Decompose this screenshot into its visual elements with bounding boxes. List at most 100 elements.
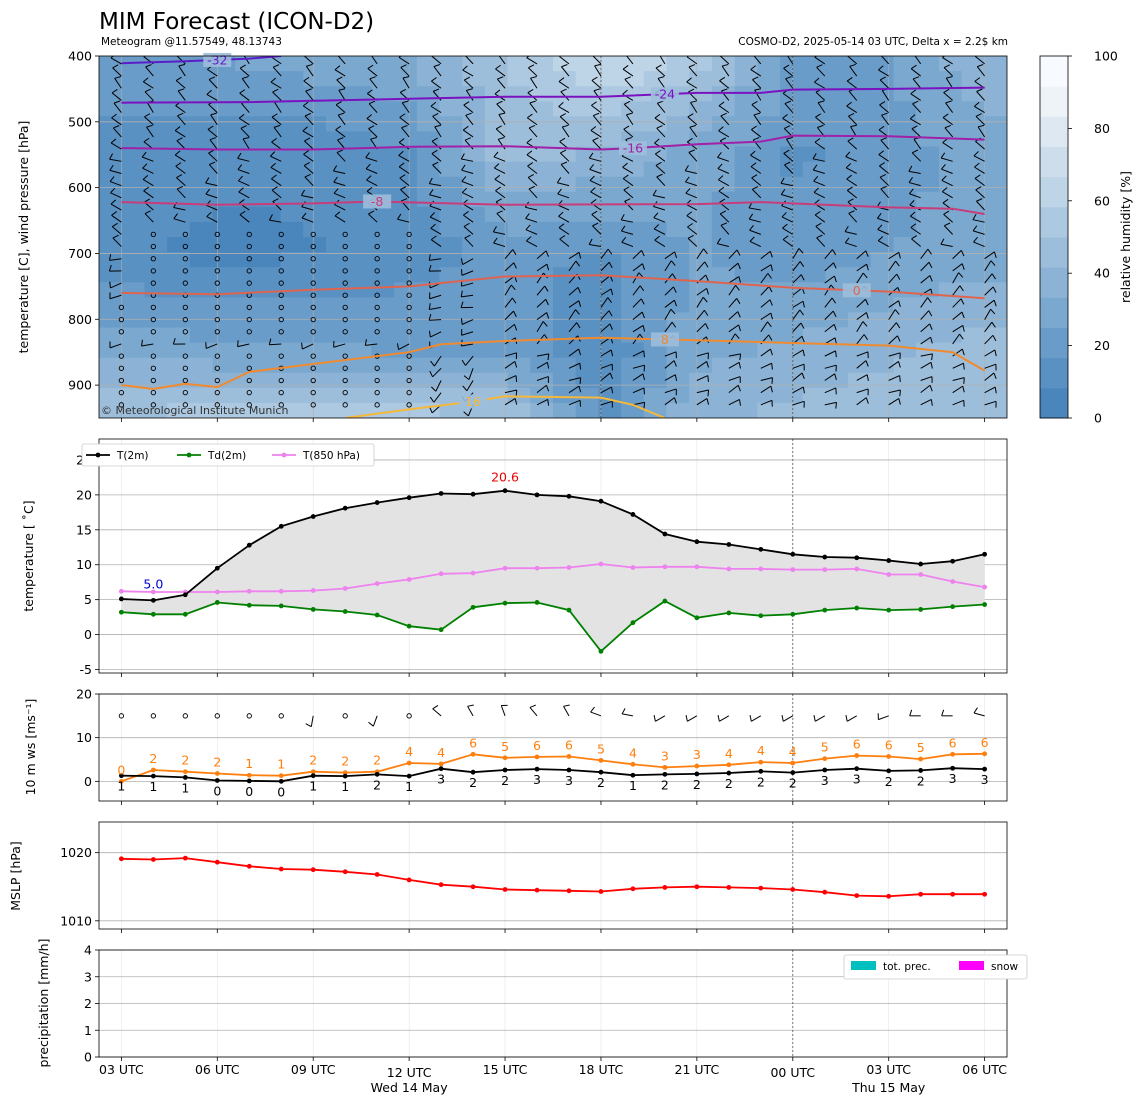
gust-label: 4	[725, 746, 733, 761]
humidity-cell	[212, 206, 236, 223]
humidity-cell	[643, 387, 668, 404]
wind-barb-shaft	[621, 155, 634, 162]
humidity-cell	[121, 56, 145, 72]
calm-marker	[310, 292, 316, 298]
wind-barb-shaft	[568, 362, 581, 369]
humidity-cell	[643, 402, 668, 418]
humidity-cell	[643, 161, 668, 178]
wind-barb-shaft	[466, 380, 474, 392]
gust-label: 5	[821, 740, 829, 755]
humidity-cell	[280, 71, 304, 87]
y-tick-label: 3	[84, 969, 92, 984]
wind-barb-flag	[205, 188, 211, 195]
calm-marker	[214, 316, 220, 323]
humidity-cell	[439, 206, 463, 223]
humidity-cell	[780, 176, 804, 193]
wind-barb-shaft	[242, 138, 250, 150]
humidity-cell	[802, 56, 826, 72]
y-tick-label: 4	[84, 943, 92, 958]
wind-barb-shaft	[760, 286, 770, 296]
humidity-cell	[893, 176, 917, 193]
wind-barb-flag	[577, 287, 581, 294]
wind-barb-flag	[845, 163, 852, 169]
wind-barb-shaft	[952, 285, 961, 296]
wind-barb-shaft	[209, 139, 218, 150]
wind-barb-flag	[303, 161, 310, 167]
temperature-series	[118, 488, 988, 654]
humidity-cell	[99, 402, 123, 418]
humidity-cell	[711, 221, 736, 238]
wind-barb-flag	[368, 100, 376, 105]
wind-barb-shaft	[303, 165, 314, 174]
wind-barb-flag	[831, 297, 837, 304]
humidity-cell	[825, 161, 849, 178]
wind-barb-shaft	[728, 285, 736, 296]
wind-barb-flag	[142, 163, 148, 169]
wind-barb-flag	[145, 64, 152, 68]
wind-barb-shaft	[496, 78, 506, 89]
humidity-cell	[938, 237, 963, 253]
humidity-cell	[575, 86, 599, 102]
wind-barb-flag	[460, 153, 465, 160]
figure-subtitle-right: COSMO-D2, 2025-05-14 03 UTC, Delta x = 2…	[738, 36, 1008, 48]
humidity-cell	[121, 297, 145, 313]
humidity-cell	[99, 387, 123, 404]
calm-marker	[182, 256, 188, 262]
wind-barb-flag	[993, 251, 997, 259]
wind-barb-flag	[460, 258, 464, 265]
humidity-cell	[893, 116, 917, 132]
wind-barb-flag	[625, 137, 632, 141]
wind-barb-shaft	[504, 398, 516, 406]
panel-frame	[98, 821, 1008, 930]
humidity-cell	[439, 297, 463, 313]
wind-barb-shaft	[525, 206, 538, 211]
wind-barb-shaft	[109, 181, 122, 187]
wind-barb-flag	[460, 290, 463, 298]
wind-barb-flag	[560, 149, 567, 154]
humidity-cell	[144, 402, 168, 418]
wind-barb-shaft	[792, 322, 802, 333]
humidity-cell	[121, 116, 145, 132]
wind-barb-flag	[545, 385, 550, 392]
colorbar-band	[1040, 86, 1068, 117]
wind-barb-flag	[579, 363, 582, 370]
wind-barb-flag	[737, 262, 741, 270]
humidity-cell	[916, 372, 940, 389]
humidity-cell	[961, 402, 985, 418]
humidity-cell	[643, 206, 668, 223]
wind-barb-shaft	[536, 312, 548, 321]
humidity-cell	[394, 71, 418, 87]
wind-barb-flag	[642, 263, 646, 270]
series-point	[918, 891, 924, 897]
wind-barb-flag	[111, 222, 118, 228]
wind-barb-flag	[303, 76, 310, 82]
wind-barb-shaft	[792, 372, 803, 381]
wind-barb-shaft	[462, 129, 474, 138]
series-point	[214, 778, 220, 783]
calm-marker	[310, 268, 316, 274]
humidity-cell	[189, 176, 214, 193]
wind-barb-shaft	[241, 78, 250, 89]
wind-barb-shaft	[879, 176, 890, 187]
humidity-cell	[99, 176, 123, 193]
wind-barb-shaft	[205, 343, 218, 349]
humidity-cell	[893, 237, 917, 253]
wind-barb-flag	[270, 77, 277, 83]
humidity-cell	[870, 312, 895, 329]
wind-barb-shaft	[783, 153, 794, 162]
wind-barb-flag	[685, 176, 690, 183]
wind-barb-shaft	[536, 285, 546, 296]
colorbar-frame	[1039, 55, 1069, 419]
wind-barb-flag	[144, 88, 151, 93]
mean-wind-label: 1	[117, 779, 125, 794]
wind-barb-flag	[609, 372, 613, 380]
wind-barb-shaft	[110, 203, 122, 211]
humidity-cell	[984, 86, 1007, 102]
humidity-cell	[439, 131, 463, 148]
wind-barb-shaft	[594, 65, 602, 77]
wind-barb-flag	[336, 76, 343, 81]
wind-barb-shaft	[824, 249, 833, 260]
wind-barb-shaft	[655, 715, 666, 722]
series-line	[121, 600, 985, 653]
